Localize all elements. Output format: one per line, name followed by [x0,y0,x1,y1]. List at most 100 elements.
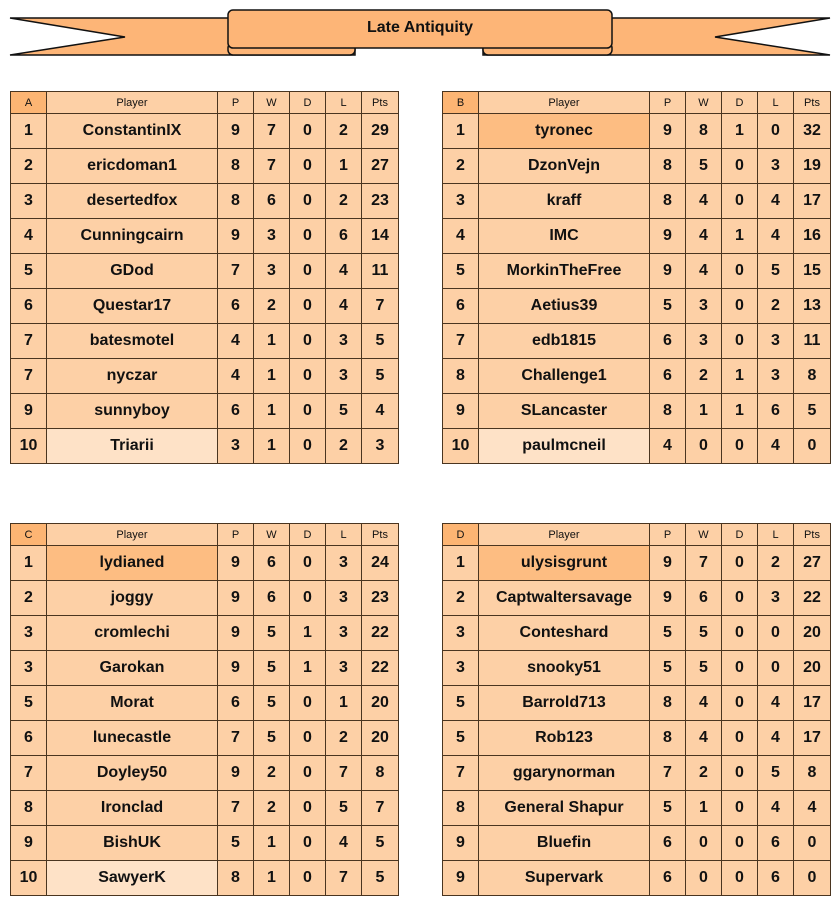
won-cell: 3 [685,288,722,324]
lost-cell: 6 [757,860,794,896]
player-cell: cromlechi [46,615,218,651]
won-cell: 6 [253,580,290,616]
rank-cell: 10 [442,428,479,464]
points-cell: 13 [793,288,831,324]
rank-cell: 5 [10,253,47,289]
played-cell: 6 [217,288,254,324]
table-row: 6 lunecastle 7 5 0 2 20 [10,720,399,756]
played-cell: 7 [649,755,686,791]
lost-cell: 5 [325,393,362,429]
table-row: 3 Conteshard 5 5 0 0 20 [442,615,831,651]
points-cell: 0 [793,428,831,464]
rank-cell: 3 [442,615,479,651]
lost-cell: 2 [757,545,794,581]
column-header-lost: L [757,91,794,114]
drawn-cell: 1 [721,218,758,254]
won-cell: 0 [685,860,722,896]
column-header-player: Player [478,523,650,546]
points-cell: 27 [361,148,399,184]
group-letter: A [10,91,47,114]
lost-cell: 2 [325,428,362,464]
played-cell: 8 [649,720,686,756]
lost-cell: 3 [325,545,362,581]
rank-cell: 9 [10,825,47,861]
drawn-cell: 1 [721,113,758,149]
group-d-table: D Player P W D L Pts 1 ulysisgrunt 9 7 0 2 27 2 Captwal… [442,523,831,896]
table-row: 8 Ironclad 7 2 0 5 7 [10,790,399,826]
player-cell: General Shapur [478,790,650,826]
column-header-won: W [685,91,722,114]
player-cell: Supervark [478,860,650,896]
drawn-cell: 0 [289,580,326,616]
drawn-cell: 0 [289,825,326,861]
drawn-cell: 0 [289,253,326,289]
player-cell: Garokan [46,650,218,686]
played-cell: 9 [649,253,686,289]
drawn-cell: 0 [289,148,326,184]
played-cell: 8 [217,183,254,219]
player-cell: joggy [46,580,218,616]
drawn-cell: 0 [721,615,758,651]
played-cell: 6 [217,393,254,429]
table-row: 6 Questar17 6 2 0 4 7 [10,288,399,324]
table-row: 9 sunnyboy 6 1 0 5 4 [10,393,399,429]
lost-cell: 0 [757,113,794,149]
drawn-cell: 0 [721,650,758,686]
played-cell: 9 [217,755,254,791]
rank-cell: 6 [10,720,47,756]
points-cell: 27 [793,545,831,581]
played-cell: 4 [217,358,254,394]
column-header-lost: L [325,91,362,114]
table-row: 7 Doyley50 9 2 0 7 8 [10,755,399,791]
played-cell: 5 [217,825,254,861]
played-cell: 6 [649,860,686,896]
player-cell: Captwaltersavage [478,580,650,616]
rank-cell: 5 [442,720,479,756]
player-cell: kraff [478,183,650,219]
player-cell: Triarii [46,428,218,464]
lost-cell: 5 [757,755,794,791]
table-row: 1 tyronec 9 8 1 0 32 [442,113,831,149]
rank-cell: 9 [442,393,479,429]
points-cell: 32 [793,113,831,149]
rank-cell: 3 [442,183,479,219]
rank-cell: 6 [10,288,47,324]
player-cell: Cunningcairn [46,218,218,254]
won-cell: 5 [685,615,722,651]
header-row: B Player P W D L Pts [442,91,831,114]
lost-cell: 7 [325,755,362,791]
won-cell: 8 [685,113,722,149]
player-cell: BishUK [46,825,218,861]
won-cell: 5 [685,148,722,184]
drawn-cell: 0 [721,148,758,184]
played-cell: 6 [649,358,686,394]
title-banner [9,9,831,56]
drawn-cell: 0 [721,790,758,826]
lost-cell: 6 [757,825,794,861]
player-cell: nyczar [46,358,218,394]
table-row: 7 nyczar 4 1 0 3 5 [10,358,399,394]
player-cell: Morat [46,685,218,721]
played-cell: 7 [217,720,254,756]
won-cell: 7 [685,545,722,581]
played-cell: 9 [217,650,254,686]
lost-cell: 4 [757,720,794,756]
rank-cell: 6 [442,288,479,324]
group-letter: D [442,523,479,546]
player-cell: Questar17 [46,288,218,324]
table-row: 1 ConstantinIX 9 7 0 2 29 [10,113,399,149]
played-cell: 9 [217,580,254,616]
column-header-points: Pts [361,523,399,546]
points-cell: 14 [361,218,399,254]
lost-cell: 2 [325,183,362,219]
table-row: 8 Challenge1 6 2 1 3 8 [442,358,831,394]
points-cell: 5 [361,860,399,896]
played-cell: 4 [217,323,254,359]
points-cell: 24 [361,545,399,581]
drawn-cell: 0 [721,685,758,721]
points-cell: 4 [793,790,831,826]
table-row: 9 BishUK 5 1 0 4 5 [10,825,399,861]
player-cell: Bluefin [478,825,650,861]
played-cell: 9 [217,545,254,581]
points-cell: 5 [361,358,399,394]
